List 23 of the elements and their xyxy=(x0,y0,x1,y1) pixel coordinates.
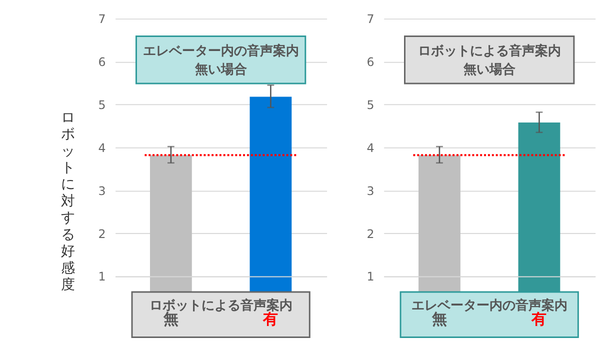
y-tick-label: 1 xyxy=(366,270,374,284)
text: 無い場合 xyxy=(462,62,516,78)
y-tick-label: 1 xyxy=(98,270,106,284)
x-tick-label: 無 xyxy=(430,310,447,328)
y-tick-label: 3 xyxy=(366,184,374,198)
y-tick-label: 3 xyxy=(98,184,106,198)
text: ロボットによる音声案内 xyxy=(418,42,561,59)
text: 無い場合 xyxy=(194,62,247,78)
y-tick-label: 2 xyxy=(366,226,374,241)
x-tick-label: 無 xyxy=(162,310,178,328)
x-tick-label: 有 xyxy=(262,310,278,328)
y-tick-label: 5 xyxy=(98,98,106,112)
y-tick-label: 6 xyxy=(366,54,374,69)
text: エレベーター内の音声案内 xyxy=(142,42,299,59)
y-tick-label: 7 xyxy=(98,12,106,26)
y-tick-label: 4 xyxy=(366,140,374,155)
y-tick-label: 6 xyxy=(98,54,106,69)
y-tick-label: 7 xyxy=(366,12,374,26)
text: ロボットに対する好感度 xyxy=(60,110,75,294)
y-tick-label: 5 xyxy=(366,98,374,112)
y-tick-label: 4 xyxy=(98,140,106,155)
x-tick-label: 有 xyxy=(530,310,547,328)
y-tick-label: 2 xyxy=(98,226,106,241)
